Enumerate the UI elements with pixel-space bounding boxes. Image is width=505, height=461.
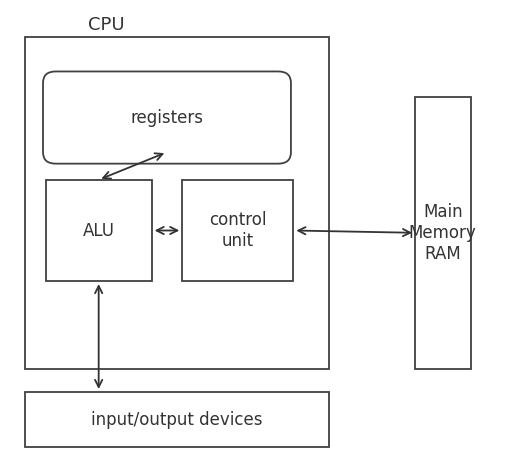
FancyBboxPatch shape <box>414 97 470 369</box>
FancyBboxPatch shape <box>25 37 328 369</box>
Text: ALU: ALU <box>82 221 115 240</box>
Text: CPU: CPU <box>88 16 124 35</box>
FancyBboxPatch shape <box>45 180 152 281</box>
Text: input/output devices: input/output devices <box>91 410 262 429</box>
FancyBboxPatch shape <box>43 71 290 164</box>
FancyBboxPatch shape <box>182 180 293 281</box>
Text: Main
Memory
RAM: Main Memory RAM <box>408 203 476 263</box>
Text: control
unit: control unit <box>209 211 266 250</box>
Text: registers: registers <box>130 108 203 127</box>
FancyBboxPatch shape <box>25 392 328 447</box>
